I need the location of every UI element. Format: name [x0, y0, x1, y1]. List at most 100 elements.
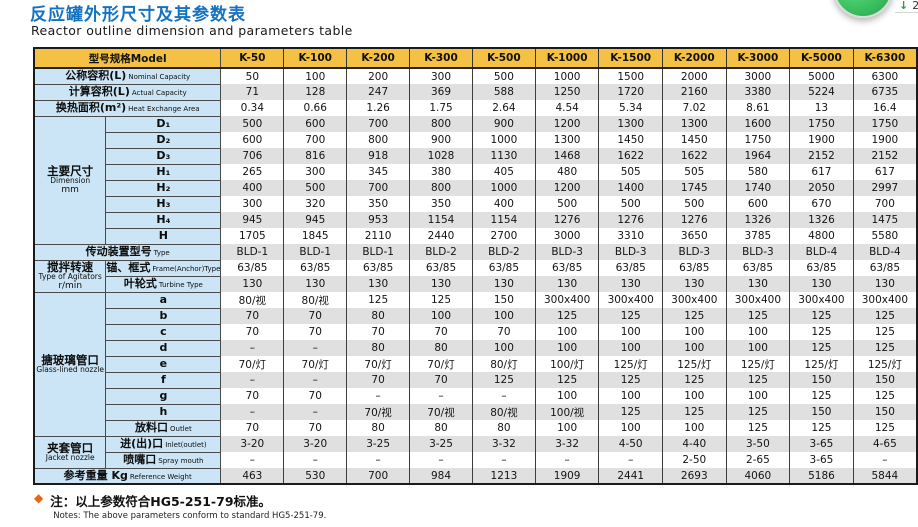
- table-cell: 63/85: [725, 260, 790, 276]
- table-cell: 63/85: [346, 260, 410, 276]
- table-cell: 500: [662, 196, 727, 212]
- table-cell: 16.4: [852, 100, 917, 116]
- row-sublabel: a: [105, 291, 222, 309]
- table-cell: –: [220, 372, 284, 388]
- row-sublabel: d: [105, 339, 222, 357]
- table-cell: 125/灯: [598, 356, 663, 372]
- table-cell: 125: [789, 388, 854, 404]
- table-cell: 5.34: [598, 100, 663, 116]
- table-row: D₂ 600 700 800 900 1000 1300 1450 1450 1750 1900 19…: [34, 131, 917, 149]
- row-sublabel: g: [105, 387, 222, 405]
- table-cell: 70: [283, 308, 347, 324]
- table-row: H₄ 945 945 953 1154 1154 1276 1276 1276 1326 1326 1…: [34, 211, 917, 229]
- table-cell: 1300: [662, 116, 727, 132]
- table-row: f – –70 70 125 125 125 125 125 150 150: [34, 371, 917, 389]
- table-cell: 70: [283, 324, 347, 340]
- table-cell: 2160: [662, 84, 727, 100]
- model-label-en: Model: [130, 52, 167, 65]
- table-cell: –: [409, 388, 473, 404]
- table-cell: 1750: [852, 116, 917, 132]
- table-cell: 80/视: [471, 404, 536, 420]
- table-cell: 125: [852, 420, 917, 436]
- table-cell: 500: [534, 196, 599, 212]
- table-cell: 5224: [789, 84, 854, 100]
- row-sublabel: H₂: [105, 179, 222, 197]
- table-cell: 125: [662, 308, 727, 324]
- table-cell: 125: [471, 372, 536, 388]
- table-cell: 1276: [534, 212, 599, 228]
- row-sublabel: b: [105, 307, 222, 325]
- table-cell: 63/85: [789, 260, 854, 276]
- table-cell: 130: [852, 276, 917, 292]
- table-cell: 3000: [534, 228, 599, 244]
- table-cell: 6735: [852, 84, 917, 100]
- footnote-zh: 注：以上参数符合HG5-251-79标准。: [50, 494, 272, 509]
- page-subtitle: Reactor outline dimension and parameters…: [31, 23, 353, 38]
- table-cell: 3-25: [409, 436, 473, 452]
- table-cell: 5000: [789, 68, 854, 84]
- table-cell: 1500: [598, 68, 663, 84]
- table-cell: 1964: [725, 148, 790, 164]
- table-cell: 125/灯: [725, 356, 790, 372]
- table-cell: 100/视: [534, 404, 599, 420]
- table-cell: 617: [789, 164, 854, 180]
- table-cell: 100: [662, 340, 727, 356]
- column-header-model: K-500: [471, 48, 536, 69]
- floating-action-button[interactable]: [833, 0, 893, 18]
- row-group-label: 夹套管口 Jacket nozzle: [33, 435, 107, 469]
- table-cell: 1900: [852, 132, 917, 148]
- table-cell: 1740: [725, 180, 790, 196]
- row-label: 参考重量 Kg Reference Weight: [33, 467, 222, 485]
- table-cell: 3-65: [789, 452, 854, 468]
- table-cell: BLD-3: [725, 244, 790, 260]
- table-cell: 2152: [789, 148, 854, 164]
- table-cell: 63/85: [283, 260, 347, 276]
- column-header-model: K-300: [409, 48, 473, 69]
- table-cell: 816: [283, 148, 347, 164]
- table-cell: 63/85: [598, 260, 663, 276]
- table-cell: 125: [598, 372, 663, 388]
- table-cell: 1300: [598, 116, 663, 132]
- column-header-model: K-100: [283, 48, 347, 69]
- row-sublabel: H: [105, 227, 222, 245]
- table-cell: 300: [220, 196, 284, 212]
- table-cell: 100: [471, 308, 536, 324]
- table-cell: 63/85: [852, 260, 917, 276]
- table-cell: –: [283, 452, 347, 468]
- table-cell: 125: [409, 292, 473, 308]
- table-cell: 150: [789, 372, 854, 388]
- table-cell: 300x400: [725, 292, 790, 308]
- table-cell: BLD-3: [662, 244, 727, 260]
- table-cell: 125: [725, 308, 790, 324]
- download-indicator[interactable]: ↓ 2: [899, 0, 918, 11]
- table-cell: 100: [409, 308, 473, 324]
- table-cell: 1000: [471, 180, 536, 196]
- table-cell: 2440: [409, 228, 473, 244]
- table-cell: 150: [471, 292, 536, 308]
- table-row: H₃ 300 320 350 350 400 500 500 500 600 670 700: [34, 195, 917, 213]
- table-cell: 1450: [662, 132, 727, 148]
- table-cell: 0.34: [220, 100, 284, 116]
- table-cell: 100: [534, 420, 599, 436]
- table-cell: BLD-4: [852, 244, 917, 260]
- table-cell: 3000: [725, 68, 790, 84]
- column-header-model: K-3000: [725, 48, 790, 69]
- table-cell: 125: [598, 308, 663, 324]
- table-cell: 2441: [598, 468, 663, 484]
- table-cell: 125: [534, 308, 599, 324]
- row-sublabel: D₂: [105, 131, 222, 149]
- table-cell: 70: [346, 372, 410, 388]
- table-cell: 130: [283, 276, 347, 292]
- table-cell: 2997: [852, 180, 917, 196]
- table-cell: 1750: [725, 132, 790, 148]
- table-cell: 588: [471, 84, 536, 100]
- table-row: 放料口 Outlet 70 70 80 80 80 100 100 100 125 125 125: [34, 419, 917, 437]
- table-cell: –: [346, 452, 410, 468]
- table-cell: 1213: [471, 468, 536, 484]
- table-cell: 1745: [662, 180, 727, 196]
- table-cell: 125: [725, 372, 790, 388]
- table-cell: 4-40: [662, 436, 727, 452]
- table-cell: 100: [534, 388, 599, 404]
- table-cell: 2693: [662, 468, 727, 484]
- table-cell: 2000: [662, 68, 727, 84]
